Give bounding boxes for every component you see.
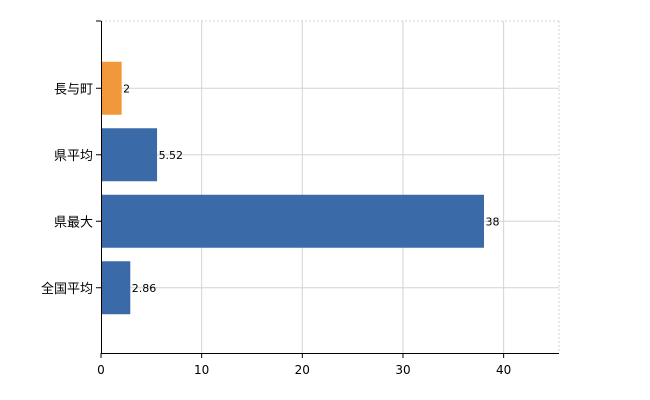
x-tick-label: 0 bbox=[97, 363, 105, 377]
y-tick-label: 県最大 bbox=[54, 215, 93, 230]
data-label: 2.86 bbox=[132, 282, 157, 295]
x-tick-label: 10 bbox=[194, 363, 209, 377]
x-tick-label: 40 bbox=[496, 363, 511, 377]
y-tick-label: 県平均 bbox=[54, 149, 93, 164]
bar-3 bbox=[101, 194, 485, 248]
bars: 2 5.52 38 2.86 bbox=[101, 61, 500, 315]
grid bbox=[101, 20, 560, 353]
data-label: 2 bbox=[123, 82, 130, 95]
data-label: 5.52 bbox=[159, 149, 184, 162]
data-label: 38 bbox=[486, 215, 500, 228]
x-tick-label: 30 bbox=[395, 363, 410, 377]
bar-1 bbox=[101, 61, 122, 115]
y-tick-label: 長与町 bbox=[54, 82, 93, 97]
x-ticks: 0 10 20 30 40 bbox=[97, 353, 511, 377]
bar-4 bbox=[101, 261, 131, 315]
bar-2 bbox=[101, 128, 158, 182]
y-tick-label: 全国平均 bbox=[41, 281, 93, 297]
x-tick-label: 20 bbox=[295, 363, 310, 377]
